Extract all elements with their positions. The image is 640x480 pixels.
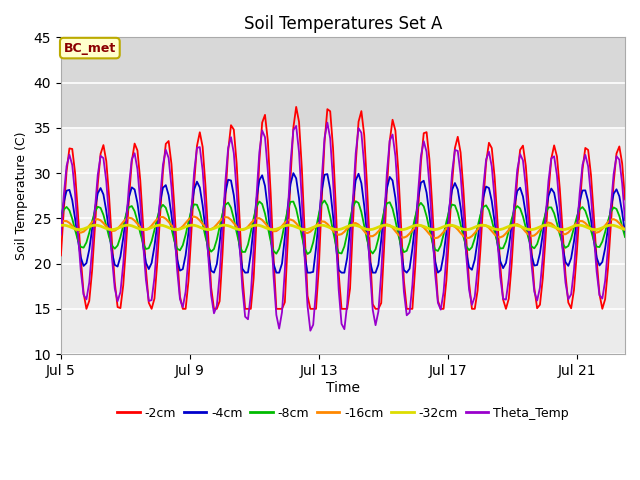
-2cm [621,197,629,203]
-32cm [156,222,164,228]
Theta_Temp [207,292,215,298]
-8cm [57,215,65,220]
Y-axis label: Soil Temperature (C): Soil Temperature (C) [15,132,28,260]
-32cm [80,226,88,232]
-4cm [289,170,297,176]
Theta_Temp [598,296,606,301]
-16cm [80,229,88,235]
-2cm [83,306,90,312]
Line: -16cm: -16cm [61,216,625,238]
-2cm [292,104,300,110]
-32cm [579,223,586,228]
-2cm [210,306,218,312]
-2cm [94,181,102,187]
-2cm [57,252,65,258]
Line: Theta_Temp: Theta_Temp [61,122,625,331]
Legend: -2cm, -4cm, -8cm, -16cm, -32cm, Theta_Temp: -2cm, -4cm, -8cm, -16cm, -32cm, Theta_Te… [112,402,573,424]
-32cm [210,226,218,231]
-16cm [579,218,586,224]
-8cm [91,209,99,215]
-8cm [621,234,629,240]
Theta_Temp [579,162,586,168]
-4cm [621,230,629,236]
-32cm [463,227,470,232]
Line: -2cm: -2cm [61,107,625,309]
-16cm [621,227,629,232]
-16cm [431,235,439,241]
-8cm [598,239,606,244]
Text: BC_met: BC_met [64,42,116,55]
-2cm [164,138,172,144]
-4cm [57,219,65,225]
-32cm [598,225,606,231]
Line: -32cm: -32cm [61,225,625,229]
-8cm [579,204,586,210]
Theta_Temp [324,120,332,125]
-8cm [207,249,215,254]
Line: -8cm: -8cm [61,201,625,254]
-4cm [162,182,170,188]
Theta_Temp [80,292,88,298]
-16cm [210,225,218,230]
-4cm [598,259,606,265]
-4cm [579,188,586,193]
-16cm [57,220,65,226]
-8cm [303,251,311,257]
-32cm [91,222,99,228]
-16cm [91,217,99,223]
Theta_Temp [91,206,99,212]
-8cm [162,205,170,211]
-2cm [579,167,586,172]
-8cm [80,245,88,251]
-4cm [80,263,88,269]
Theta_Temp [307,328,314,334]
-4cm [207,268,215,274]
-8cm [321,198,328,204]
-16cm [598,226,606,232]
-4cm [91,206,99,212]
-32cm [621,227,629,232]
Theta_Temp [57,232,65,238]
Title: Soil Temperatures Set A: Soil Temperatures Set A [244,15,442,33]
-2cm [598,306,606,312]
Theta_Temp [621,217,629,223]
-16cm [162,216,170,222]
Line: -4cm: -4cm [61,173,625,273]
X-axis label: Time: Time [326,381,360,395]
Bar [61,37,625,128]
Theta_Temp [162,147,170,153]
-32cm [57,223,65,228]
-2cm [80,290,88,296]
-32cm [164,225,172,230]
-4cm [210,270,218,276]
-16cm [190,214,198,219]
